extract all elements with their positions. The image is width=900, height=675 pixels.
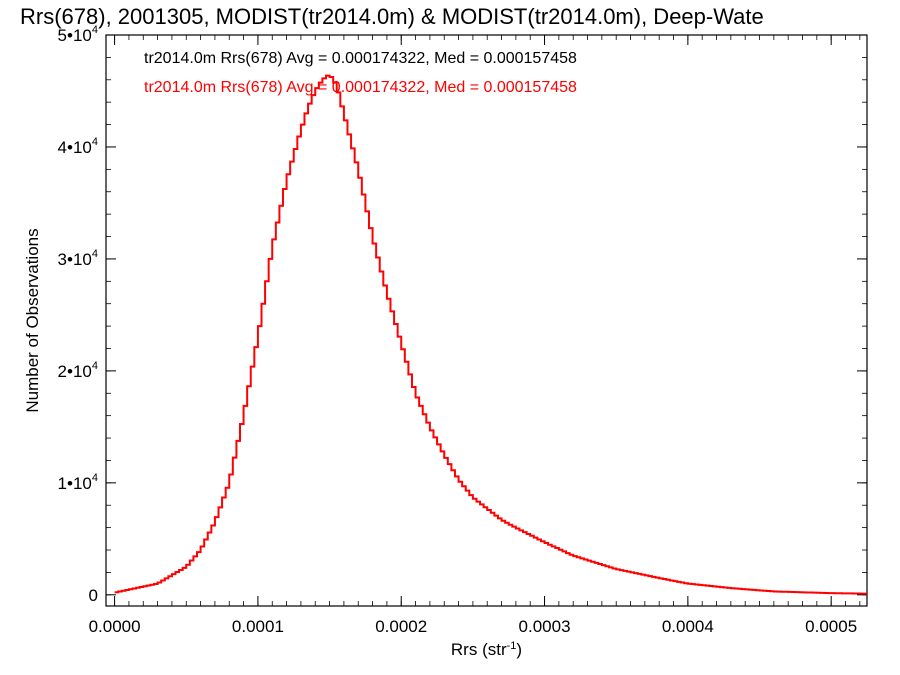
x-tick-label: 0.0000 <box>89 617 141 636</box>
legend-entry-black: tr2014.0m Rrs(678) Avg = 0.000174322, Me… <box>144 50 577 67</box>
y-tick-label: 0 <box>89 586 98 605</box>
x-axis-title-end: ) <box>516 640 522 659</box>
x-tick-label: 0.0001 <box>232 617 284 636</box>
x-tick-label: 0.0003 <box>519 617 571 636</box>
y-tick-label: 2•104 <box>58 360 98 381</box>
legend-entry-red: tr2014.0m Rrs(678) Avg = 0.000174322, Me… <box>144 79 577 96</box>
y-tick-label: 5•104 <box>58 24 98 45</box>
plot-frame <box>105 34 868 607</box>
y-tick-label: 3•104 <box>58 248 98 269</box>
y-tick-label: 1•104 <box>58 472 98 493</box>
axis-ticks: 0.0000 0.0001 0.0002 0.0003 0.0004 0.0005 0 1•1… <box>58 24 867 636</box>
x-tick-label: 0.0004 <box>662 617 714 636</box>
x-axis-title-superscript: -1 <box>507 640 517 652</box>
histogram-series-line <box>114 74 867 595</box>
legend: tr2014.0m Rrs(678) Avg = 0.000174322, Me… <box>144 50 577 96</box>
series-layer <box>114 74 867 595</box>
chart-title: Rrs(678), 2001305, MODIST(tr2014.0m) & M… <box>20 4 764 29</box>
x-axis-title-main: Rrs (str <box>451 640 507 659</box>
x-tick-label: 0.0002 <box>375 617 427 636</box>
y-tick-label: 4•104 <box>58 136 98 157</box>
x-tick-label: 0.0005 <box>805 617 857 636</box>
y-axis-title: Number of Observations <box>23 228 42 412</box>
plot-axes <box>105 34 868 607</box>
x-axis-title: Rrs (str-1) <box>451 640 522 659</box>
